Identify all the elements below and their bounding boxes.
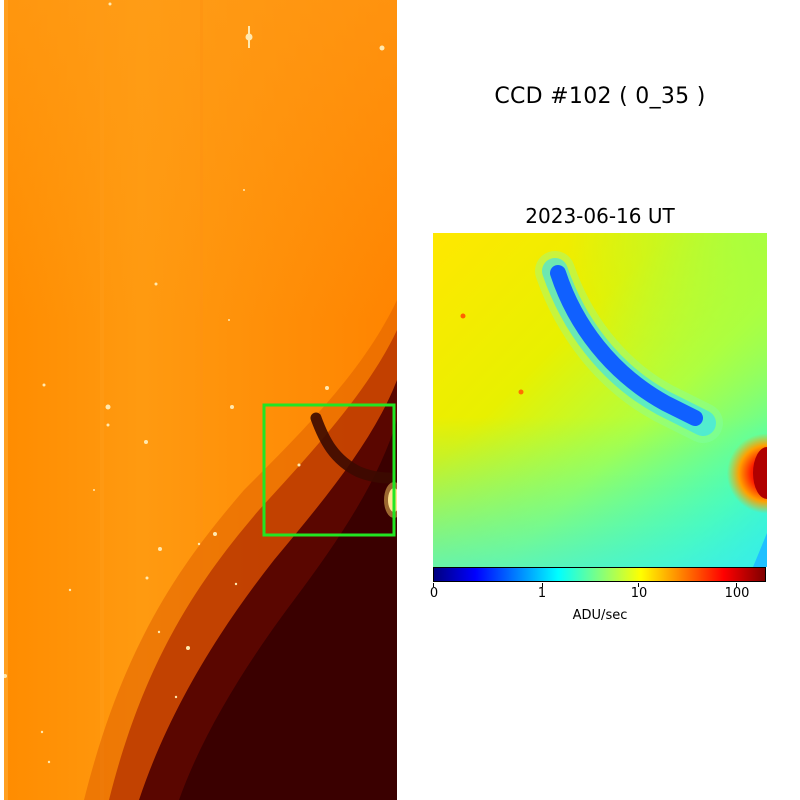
colorbar-tick-label: 0 xyxy=(429,586,439,601)
ccd-image-canvas xyxy=(4,0,397,800)
zoom-false-color-image xyxy=(433,233,767,567)
ccd-full-image xyxy=(4,0,397,800)
colorbar-unit-label: ADU/sec xyxy=(572,608,628,623)
colorbar-tick-label: 100 xyxy=(724,586,750,601)
colorbar-tick xyxy=(542,583,543,587)
observation-date: 2023-06-16 UT xyxy=(525,204,675,228)
colorbar-tick xyxy=(638,583,639,587)
colorbar-tick xyxy=(736,583,737,587)
colorbar-tick-label: 1 xyxy=(537,586,547,601)
zoom-image-canvas xyxy=(433,233,767,567)
colorbar-tick xyxy=(433,583,434,587)
ccd-title: CCD #102 ( 0_35 ) xyxy=(494,84,706,109)
colorbar-tick-label: 10 xyxy=(630,586,648,601)
colorbar xyxy=(433,567,766,582)
